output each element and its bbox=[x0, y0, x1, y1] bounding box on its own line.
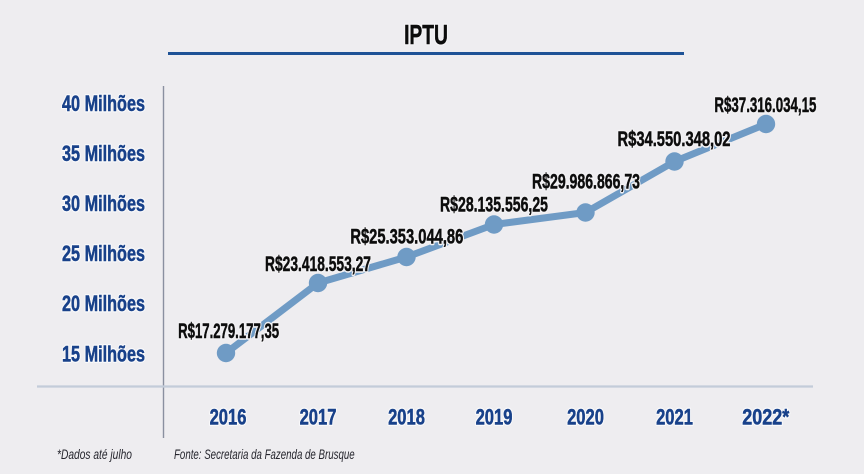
svg-text:R$37.316.034,15: R$37.316.034,15 bbox=[714, 93, 816, 117]
svg-text:2022*: 2022* bbox=[742, 406, 789, 430]
svg-text:2022*: 2022* bbox=[742, 406, 789, 430]
svg-text:20 Milhões: 20 Milhões bbox=[62, 293, 145, 317]
svg-text:30 Milhões: 30 Milhões bbox=[62, 193, 145, 217]
svg-text:R$25.353.044,86: R$25.353.044,86 bbox=[350, 224, 463, 248]
svg-text:35 Milhões: 35 Milhões bbox=[62, 143, 145, 167]
svg-text:R$28.135.556,25: R$28.135.556,25 bbox=[440, 192, 548, 216]
svg-text:2020: 2020 bbox=[567, 405, 604, 430]
svg-text:R$34.550.348,02: R$34.550.348,02 bbox=[618, 126, 731, 150]
svg-text:R$37.316.034,15: R$37.316.034,15 bbox=[714, 93, 816, 117]
svg-text:2016: 2016 bbox=[210, 405, 247, 430]
svg-text:2017: 2017 bbox=[300, 405, 337, 430]
svg-text:35 Milhões: 35 Milhões bbox=[62, 143, 145, 167]
svg-text:40 Milhões: 40 Milhões bbox=[62, 93, 145, 117]
svg-text:2021: 2021 bbox=[656, 405, 693, 430]
svg-text:Fonte: Secretaria da Fazenda d: Fonte: Secretaria da Fazenda de Brusque bbox=[174, 446, 355, 462]
svg-text:20 Milhões: 20 Milhões bbox=[62, 293, 145, 317]
svg-text:25 Milhões: 25 Milhões bbox=[62, 243, 145, 267]
svg-text:R$28.135.556,25: R$28.135.556,25 bbox=[440, 192, 548, 216]
svg-text:R$29.986.866,73: R$29.986.866,73 bbox=[532, 169, 640, 193]
svg-text:2019: 2019 bbox=[476, 405, 513, 430]
svg-text:2018: 2018 bbox=[388, 405, 425, 430]
svg-text:R$29.986.866,73: R$29.986.866,73 bbox=[532, 169, 640, 193]
svg-text:2017: 2017 bbox=[300, 405, 337, 430]
svg-text:R$17.279.177,35: R$17.279.177,35 bbox=[178, 319, 279, 343]
svg-text:IPTU: IPTU bbox=[404, 21, 448, 51]
svg-text:R$34.550.348,02: R$34.550.348,02 bbox=[618, 126, 731, 150]
svg-text:2020: 2020 bbox=[567, 405, 604, 430]
svg-text:*Dados até julho: *Dados até julho bbox=[57, 446, 132, 462]
svg-text:15 Milhões: 15 Milhões bbox=[62, 343, 145, 367]
svg-text:2019: 2019 bbox=[476, 405, 513, 430]
svg-text:R$25.353.044,86: R$25.353.044,86 bbox=[350, 224, 463, 248]
svg-text:40 Milhões: 40 Milhões bbox=[62, 93, 145, 117]
svg-text:R$23.418.553,27: R$23.418.553,27 bbox=[265, 252, 371, 276]
svg-text:R$17.279.177,35: R$17.279.177,35 bbox=[178, 319, 279, 343]
svg-text:2016: 2016 bbox=[210, 405, 247, 430]
svg-text:2021: 2021 bbox=[656, 405, 693, 430]
svg-text:15 Milhões: 15 Milhões bbox=[62, 343, 145, 367]
svg-text:IPTU: IPTU bbox=[404, 21, 448, 51]
svg-text:30 Milhões: 30 Milhões bbox=[62, 193, 145, 217]
svg-text:25 Milhões: 25 Milhões bbox=[62, 243, 145, 267]
svg-text:2018: 2018 bbox=[388, 405, 425, 430]
svg-text:R$23.418.553,27: R$23.418.553,27 bbox=[265, 252, 371, 276]
